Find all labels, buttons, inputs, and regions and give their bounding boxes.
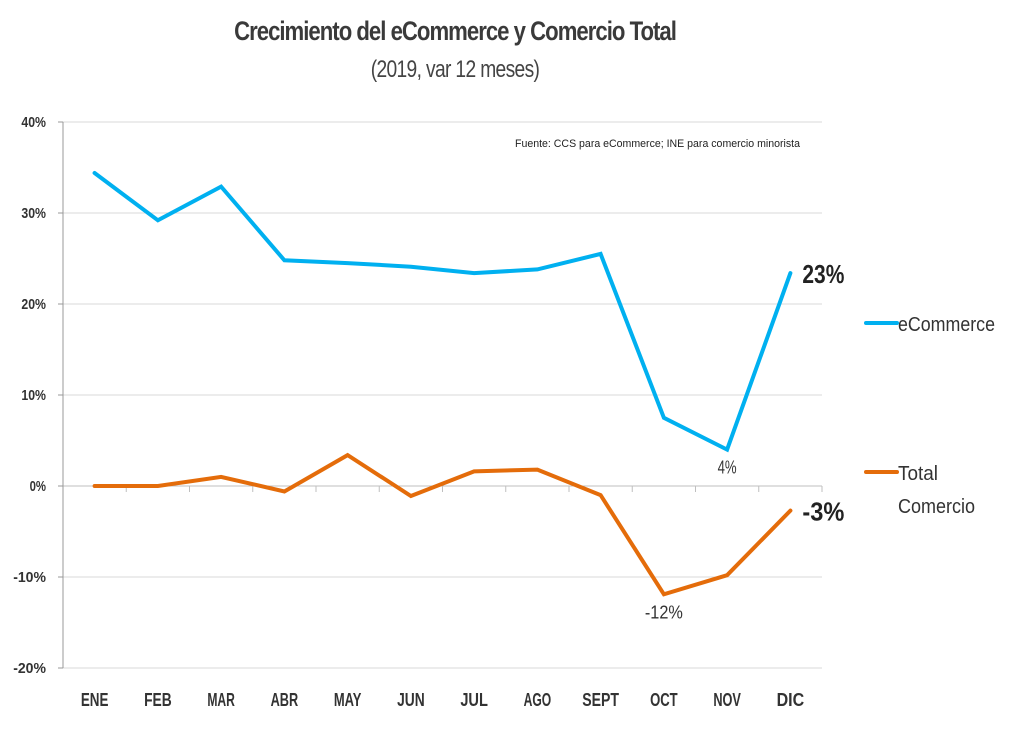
x-tick-label: SEPT: [582, 690, 619, 710]
axes: [58, 121, 823, 669]
x-tick-label: JUN: [397, 690, 425, 710]
annotations: 23% 4% -3% -12%: [645, 259, 845, 622]
x-tick-label: ENE: [81, 690, 109, 710]
x-tick-label: AGO: [524, 690, 552, 710]
x-tick-label: DIC: [777, 690, 805, 710]
y-axis-ticks: 40% 30% 20% 10% 0% -10% -20%: [13, 114, 46, 677]
source-note: Fuente: CCS para eCommerce; INE para com…: [515, 138, 801, 150]
chart-subtitle: (2019, var 12 meses): [370, 56, 540, 83]
chart-title: Crecimiento del eCommerce y Comercio Tot…: [234, 16, 677, 46]
y-tick-label: 30%: [21, 205, 46, 222]
data-label: 4%: [718, 458, 737, 478]
y-tick-label: 10%: [21, 387, 46, 404]
legend-label-total-comercio-line1: Total: [898, 463, 938, 485]
legend-label-ecommerce: eCommerce: [898, 314, 995, 336]
y-tick-label: -10%: [13, 569, 46, 586]
y-tick-label: 0%: [30, 478, 46, 495]
x-tick-label: JUL: [460, 690, 488, 710]
x-tick-label: FEB: [144, 690, 172, 710]
series-line-ecommerce: [92, 171, 793, 453]
data-label: 23%: [802, 259, 844, 289]
x-tick-label: MAR: [207, 690, 235, 710]
y-tick-label: 40%: [21, 114, 46, 131]
y-tick-label: -20%: [13, 660, 46, 677]
legend: eCommerce Total Comercio: [864, 314, 995, 518]
x-tick-label: ABR: [271, 690, 299, 710]
data-label: -12%: [645, 602, 683, 622]
x-tick-label: OCT: [650, 690, 678, 710]
series-lines: [92, 171, 793, 597]
series-line-total-comercio: [92, 452, 793, 597]
x-tick-label: MAY: [334, 690, 362, 710]
x-tick-label: NOV: [713, 690, 741, 710]
legend-label-total-comercio-line2: Comercio: [898, 496, 975, 518]
y-tick-label: 20%: [21, 296, 46, 313]
data-label: -3%: [802, 497, 844, 527]
gridlines: [63, 121, 822, 669]
x-axis-ticks: ENE FEB MAR ABR MAY JUN JUL AGO SEPT OCT NOV DIC: [81, 690, 804, 710]
